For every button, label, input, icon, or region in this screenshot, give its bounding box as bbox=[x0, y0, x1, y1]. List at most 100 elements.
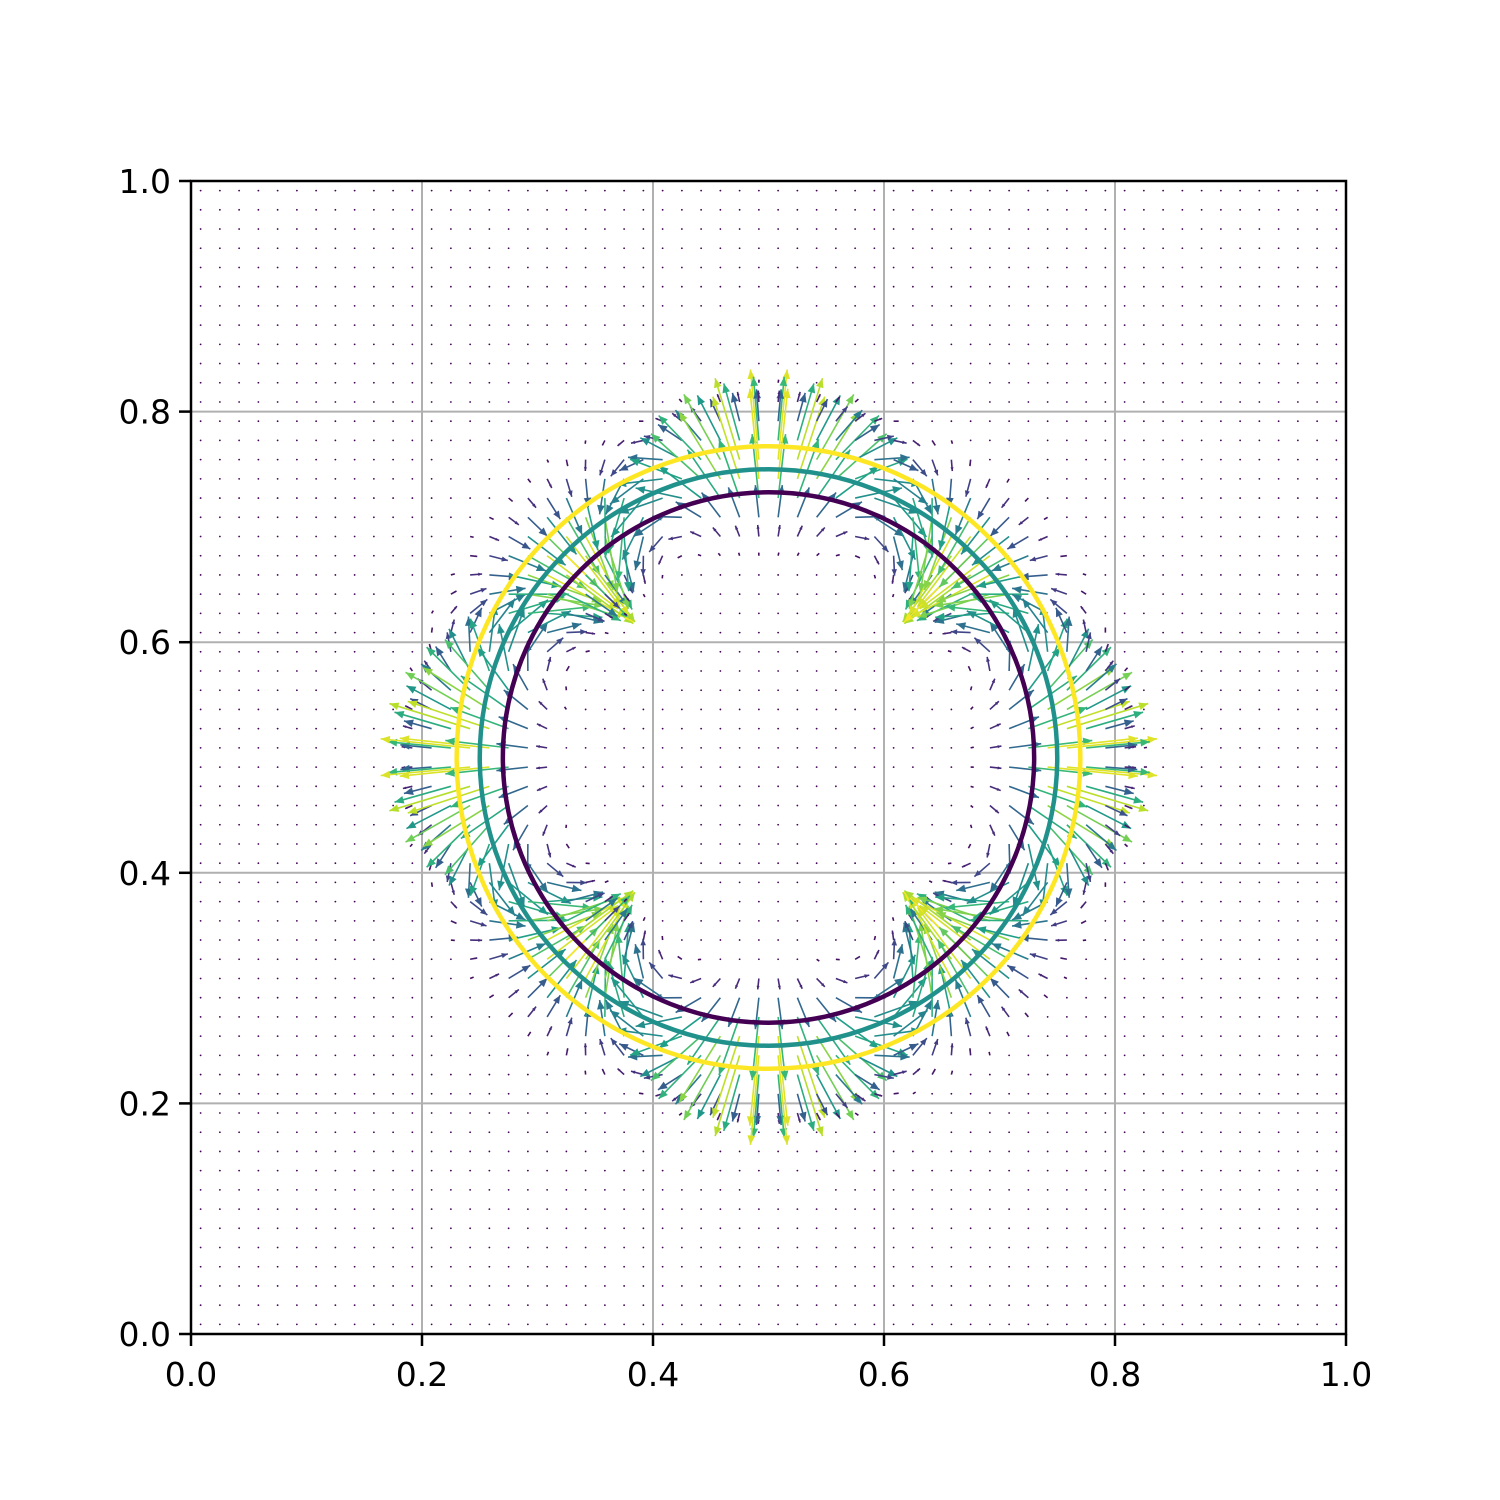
field-vector bbox=[719, 324, 722, 327]
field-vector bbox=[1200, 919, 1203, 922]
field-vector bbox=[777, 1036, 791, 1126]
field-vector bbox=[392, 362, 395, 365]
field-vector bbox=[680, 1285, 683, 1287]
field-vector bbox=[488, 1092, 491, 1095]
field-vector bbox=[392, 458, 395, 461]
field-vector bbox=[1104, 824, 1121, 837]
field-vector bbox=[218, 401, 221, 403]
field-vector bbox=[1258, 612, 1261, 615]
field-vector bbox=[623, 843, 626, 845]
field-vector bbox=[1316, 996, 1319, 999]
field-vector bbox=[199, 1188, 202, 1191]
field-vector bbox=[1219, 1227, 1222, 1230]
field-vector bbox=[1258, 189, 1261, 192]
field-vector bbox=[488, 1227, 491, 1230]
field-vector bbox=[1296, 1112, 1299, 1114]
field-vector bbox=[1219, 593, 1222, 596]
field-vector bbox=[1162, 381, 1165, 384]
field-vector bbox=[1316, 1265, 1319, 1268]
field-vector bbox=[1123, 189, 1126, 192]
field-vector bbox=[1277, 823, 1280, 826]
field-vector bbox=[353, 919, 356, 922]
field-vector bbox=[1008, 362, 1011, 365]
field-vector bbox=[276, 1323, 279, 1326]
field-vector bbox=[657, 949, 664, 960]
field-vector bbox=[1123, 1265, 1126, 1268]
field-vector bbox=[276, 439, 279, 442]
field-vector bbox=[1181, 996, 1184, 999]
field-vector bbox=[874, 1073, 894, 1080]
field-vector bbox=[334, 1016, 337, 1018]
field-vector bbox=[295, 381, 298, 384]
field-vector bbox=[1000, 1006, 1010, 1018]
field-vector bbox=[563, 706, 568, 710]
field-vector bbox=[507, 1208, 510, 1210]
x-tick-label: 0.2 bbox=[396, 1355, 448, 1394]
field-vector bbox=[911, 247, 914, 250]
field-vector bbox=[1181, 785, 1184, 788]
field-vector bbox=[238, 247, 241, 250]
field-vector bbox=[854, 1246, 857, 1249]
field-vector bbox=[450, 882, 456, 895]
field-vector bbox=[315, 996, 318, 999]
field-vector bbox=[507, 1054, 510, 1057]
field-vector bbox=[411, 1169, 414, 1172]
field-vector bbox=[834, 843, 837, 845]
field-vector bbox=[238, 1112, 241, 1114]
field-vector bbox=[218, 1246, 221, 1249]
field-vector bbox=[815, 766, 818, 769]
field-vector bbox=[315, 1131, 318, 1134]
field-vector bbox=[1008, 324, 1011, 327]
field-vector bbox=[603, 266, 606, 269]
field-vector bbox=[1200, 612, 1203, 615]
field-vector bbox=[469, 266, 472, 269]
field-vector bbox=[469, 1150, 472, 1153]
field-vector bbox=[238, 843, 241, 845]
field-vector bbox=[603, 689, 606, 692]
field-vector bbox=[623, 536, 632, 592]
field-vector bbox=[372, 823, 375, 826]
field-vector bbox=[565, 1169, 568, 1172]
field-vector bbox=[1085, 958, 1088, 961]
field-vector bbox=[854, 1131, 857, 1134]
field-vector bbox=[815, 1150, 818, 1153]
field-vector bbox=[218, 977, 221, 980]
field-vector bbox=[584, 804, 587, 807]
field-vector bbox=[430, 266, 433, 269]
field-vector bbox=[1142, 785, 1145, 788]
field-vector bbox=[777, 746, 780, 749]
field-vector bbox=[1046, 285, 1049, 288]
field-vector bbox=[526, 324, 529, 327]
field-vector bbox=[1296, 1304, 1299, 1307]
field-vector bbox=[680, 343, 683, 346]
field-vector bbox=[1277, 1188, 1280, 1191]
field-vector bbox=[854, 554, 861, 559]
field-vector bbox=[1296, 746, 1299, 749]
field-vector bbox=[315, 1073, 318, 1076]
field-vector bbox=[1239, 228, 1242, 230]
field-vector bbox=[604, 895, 614, 903]
field-vector bbox=[1104, 1304, 1107, 1307]
field-vector bbox=[1200, 1227, 1203, 1230]
field-vector bbox=[661, 746, 664, 749]
field-vector bbox=[796, 189, 799, 192]
field-vector bbox=[218, 1208, 221, 1210]
field-vector bbox=[1162, 612, 1165, 615]
field-vector bbox=[1162, 881, 1165, 884]
field-vector bbox=[565, 804, 568, 807]
field-vector bbox=[469, 381, 472, 384]
field-vector bbox=[1181, 1188, 1184, 1191]
field-vector bbox=[1296, 996, 1299, 999]
field-vector bbox=[738, 1150, 741, 1153]
field-vector bbox=[199, 189, 202, 192]
field-vector bbox=[1162, 689, 1165, 692]
field-vector bbox=[334, 862, 337, 865]
field-vector bbox=[873, 727, 876, 730]
field-vector bbox=[796, 1323, 799, 1326]
field-vector bbox=[1060, 554, 1067, 558]
field-vector bbox=[1219, 420, 1222, 423]
field-vector bbox=[719, 247, 722, 250]
field-vector bbox=[642, 574, 647, 584]
field-vector bbox=[1142, 670, 1145, 672]
field-vector bbox=[526, 381, 529, 384]
